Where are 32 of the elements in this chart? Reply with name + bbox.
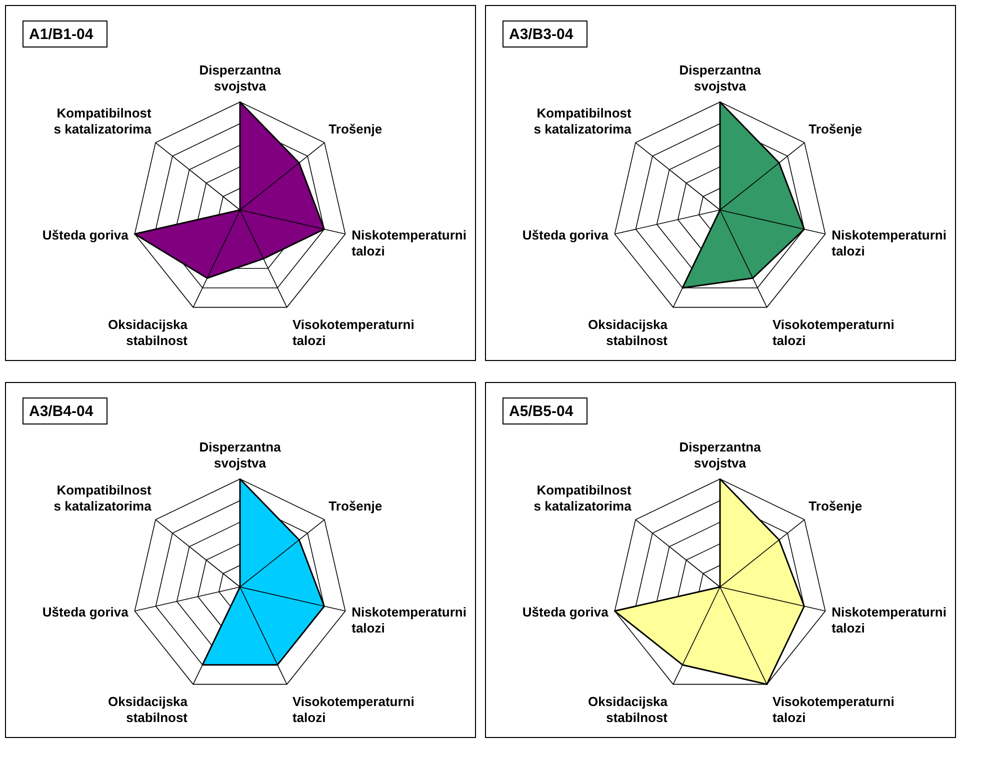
spoke-label: Disperzantna svojstva xyxy=(679,440,762,471)
spoke-label: Trošenje xyxy=(328,498,382,514)
spoke-label: Visokotemperaturni talozi xyxy=(292,694,414,725)
spoke-label: Ušteda goriva xyxy=(42,227,130,242)
spoke-label: Kompatibilnost s katalizatorima xyxy=(534,482,632,514)
spoke-label: Ušteda goriva xyxy=(522,227,610,242)
spoke-label: Kompatibilnost s katalizatorima xyxy=(54,482,152,514)
spoke-label: Visokotemperaturni talozi xyxy=(292,316,414,348)
spoke-label: Trošenje xyxy=(808,498,862,514)
chart-title: A3/B4-04 xyxy=(29,403,94,420)
spoke-label: Disperzantna svojstva xyxy=(199,440,282,471)
spoke-label: Niskotemperaturni talozi xyxy=(352,604,466,636)
spoke-label: Visokotemperaturni talozi xyxy=(772,694,894,725)
spoke-label: Niskotemperaturni talozi xyxy=(352,227,466,258)
spoke-label: Kompatibilnost s katalizatorima xyxy=(534,105,632,136)
spoke-label: Oksidacijska stabilnost xyxy=(108,316,188,348)
spoke-label: Oksidacijska stabilnost xyxy=(588,316,668,348)
spoke-label: Trošenje xyxy=(808,121,862,136)
spoke-label: Niskotemperaturni talozi xyxy=(832,604,946,636)
spoke-label: Kompatibilnost s katalizatorima xyxy=(54,105,152,136)
chart-title: A3/B3-04 xyxy=(509,26,574,43)
spoke-label: Niskotemperaturni talozi xyxy=(832,227,946,258)
chart-title: A1/B1-04 xyxy=(29,26,94,43)
spoke-label: Oksidacijska stabilnost xyxy=(108,694,188,725)
spoke-label: Disperzantna svojstva xyxy=(199,62,282,94)
chart-title: A5/B5-04 xyxy=(509,403,574,420)
spoke-label: Disperzantna svojstva xyxy=(679,62,762,94)
spoke-label: Ušteda goriva xyxy=(522,604,610,620)
spoke-label: Visokotemperaturni talozi xyxy=(772,316,894,348)
spoke-label: Trošenje xyxy=(328,121,382,136)
spoke-label: Ušteda goriva xyxy=(42,604,130,620)
spoke-label: Oksidacijska stabilnost xyxy=(588,694,668,725)
